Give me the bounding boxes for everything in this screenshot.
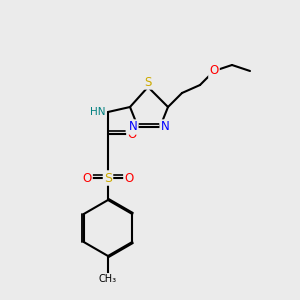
Text: S: S bbox=[144, 76, 152, 88]
Text: S: S bbox=[104, 172, 112, 184]
Text: CH₃: CH₃ bbox=[99, 274, 117, 284]
Text: O: O bbox=[209, 64, 219, 77]
Text: O: O bbox=[82, 172, 91, 184]
Text: N: N bbox=[160, 121, 169, 134]
Text: N: N bbox=[129, 121, 137, 134]
Text: O: O bbox=[128, 128, 136, 140]
Text: O: O bbox=[124, 172, 134, 184]
Text: HN: HN bbox=[90, 107, 106, 117]
